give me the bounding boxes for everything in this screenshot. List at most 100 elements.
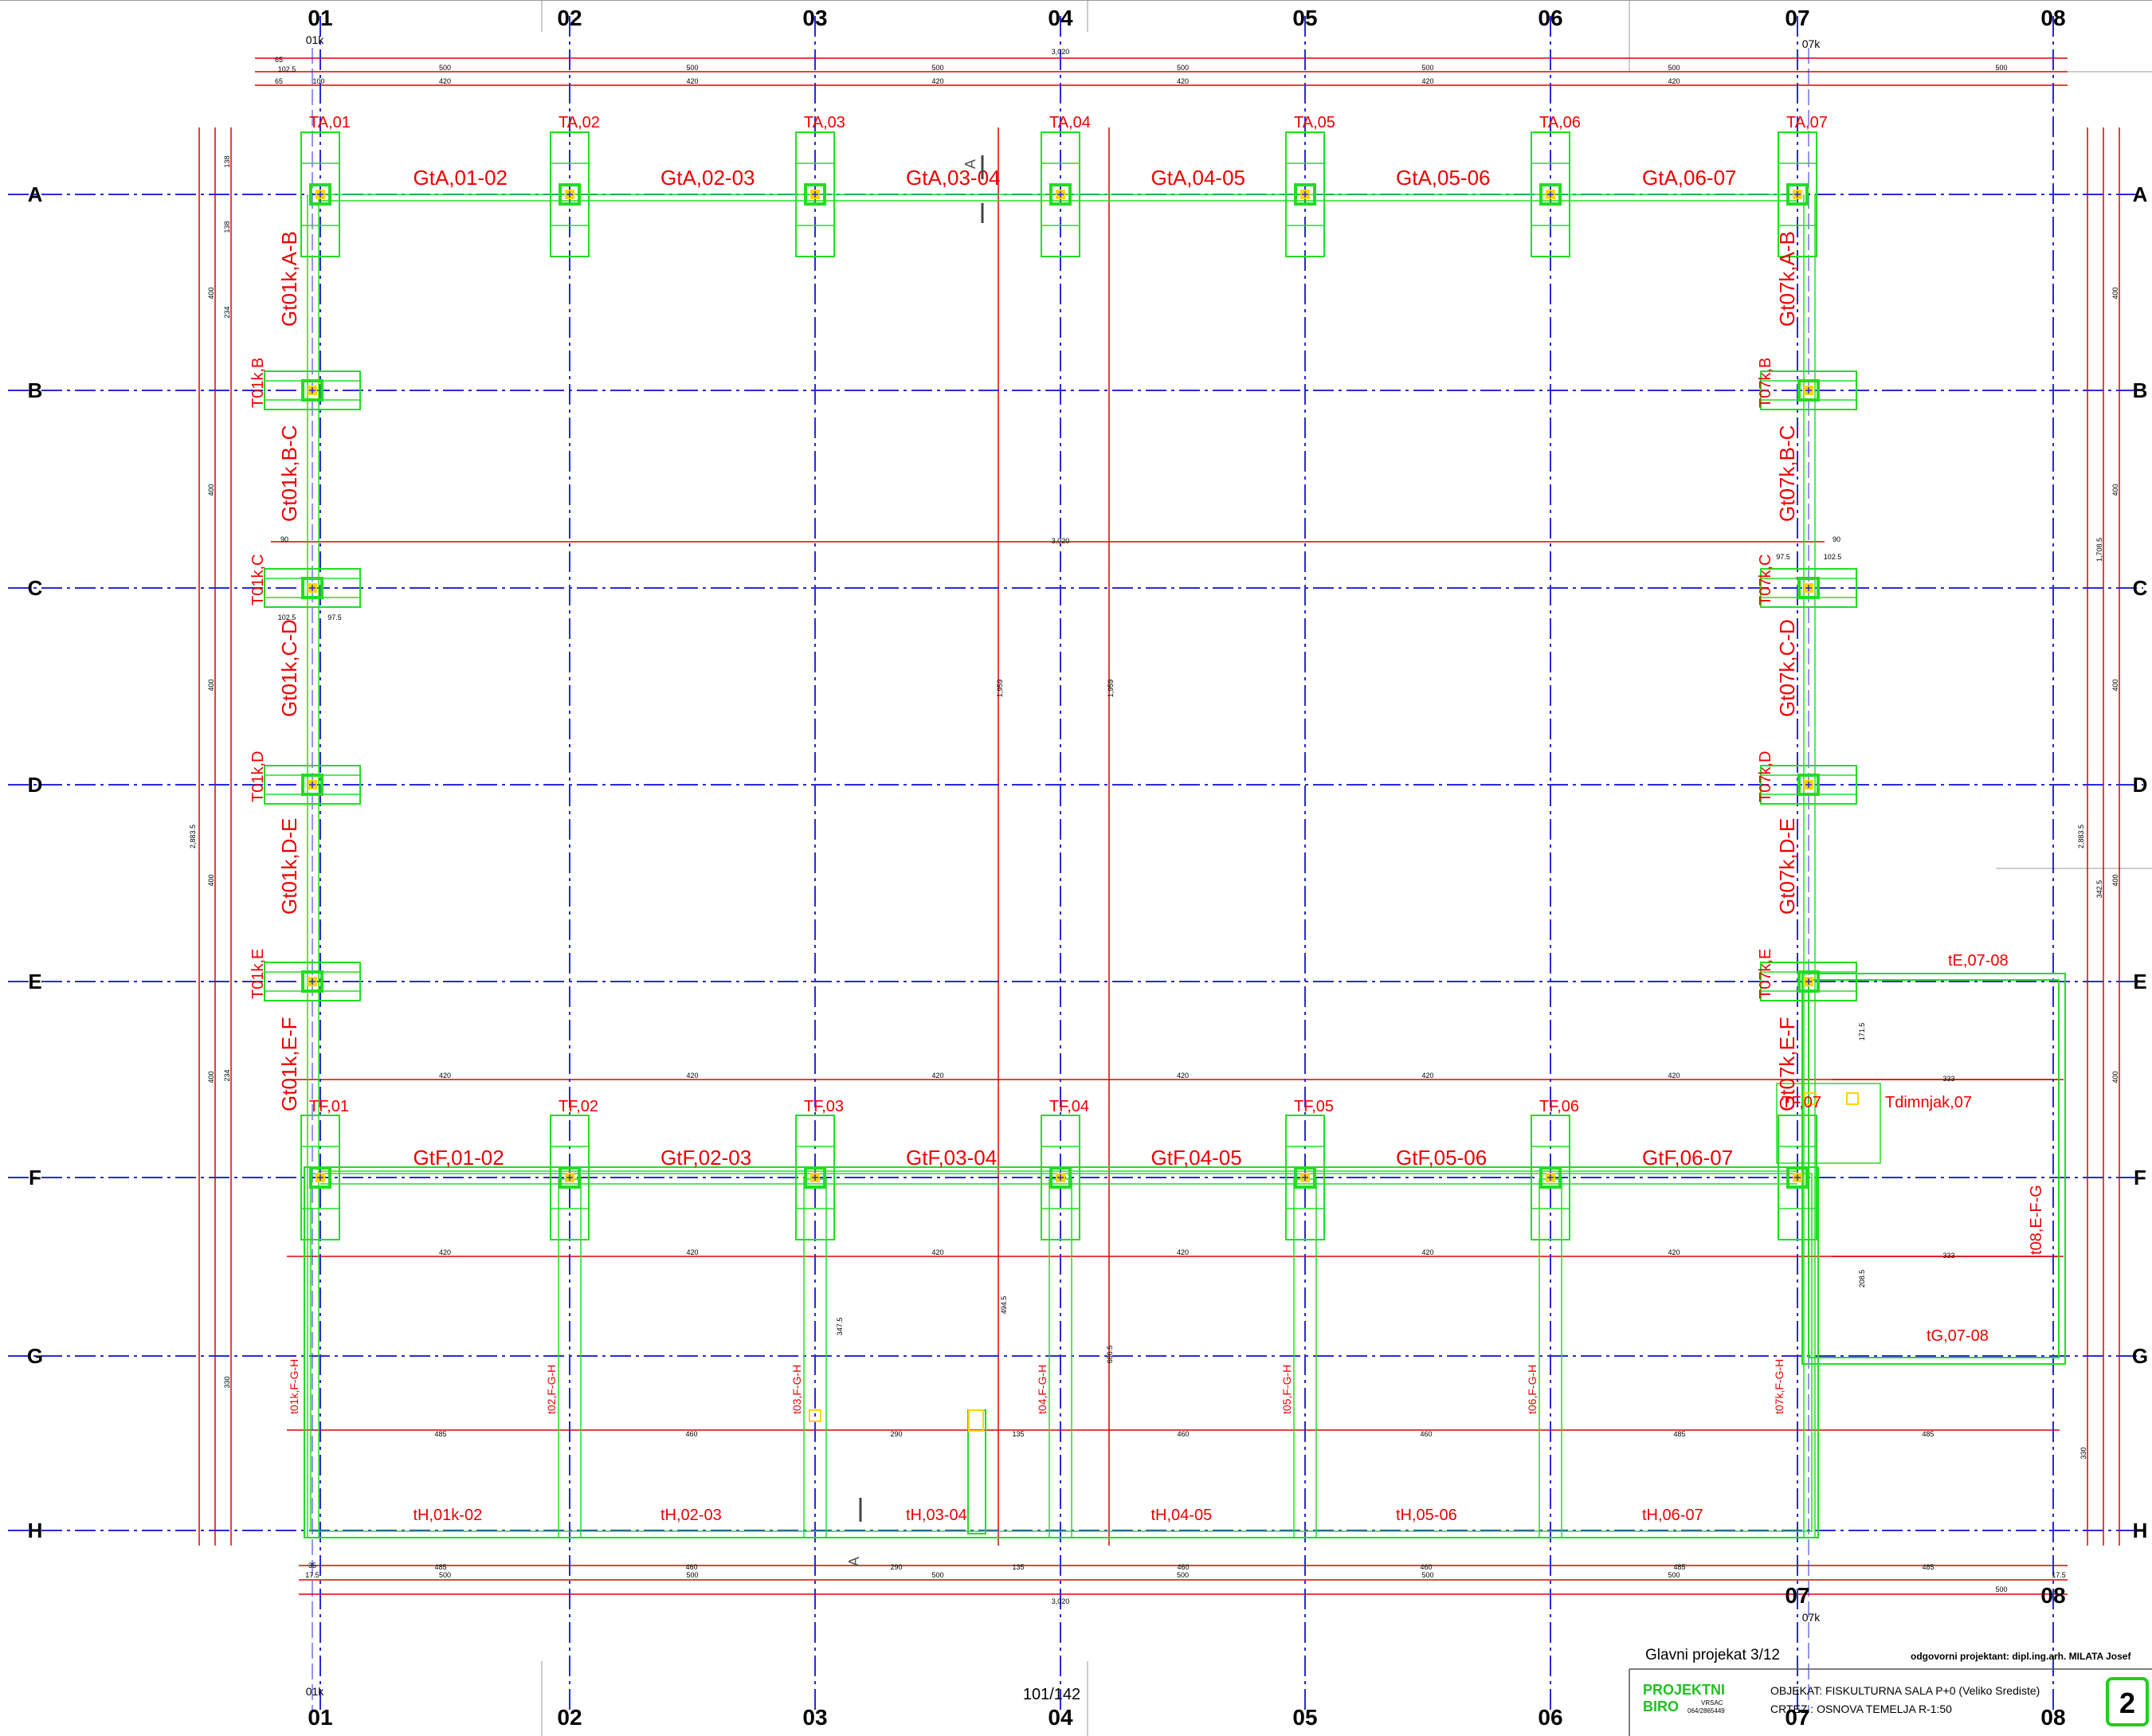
dim-e2085: 208.5	[1858, 1270, 1866, 1288]
dim-side-400-2: 400	[207, 679, 215, 691]
footing-07k-E-pedestal	[1797, 970, 1820, 993]
footing-F-02-pedestal	[559, 1166, 581, 1189]
col-label-top-06: 06	[1538, 6, 1562, 30]
dim-c-975: 97.5	[327, 613, 342, 621]
dim-side-234-2: 234	[223, 1069, 231, 1081]
dim-overall-width-c: 3,020	[1052, 537, 1070, 545]
footing-F-06-inner	[1531, 1146, 1570, 1209]
footing-A-02-inner	[550, 163, 590, 226]
structural-grid	[8, 16, 2143, 1713]
dim-b460-3: 460	[1420, 1430, 1432, 1438]
footing-01k-D-pedestal	[301, 774, 323, 796]
dim-bay-top-2: 500	[931, 64, 943, 72]
footing-07k-D-pedestal	[1797, 774, 1820, 796]
label-t07k-3: T07k,E	[1757, 949, 1774, 999]
footing-A-07-inner	[1778, 163, 1817, 226]
row-label-right-C: C	[2133, 576, 2148, 600]
dim-bay-inner-g-1: 420	[686, 1248, 698, 1256]
label-gt-07k-3: Gt07k,D-E	[1775, 818, 1799, 915]
label-th-4: tH,05-06	[1396, 1507, 1457, 1524]
label-tg-0708: tG,07-08	[1927, 1327, 1989, 1345]
dim-overall-height-left: 2,883.5	[189, 825, 197, 848]
row-label-right-F: F	[2134, 1166, 2146, 1189]
row-label-right-E: E	[2133, 970, 2146, 993]
col-01k-top: 01k	[306, 33, 325, 46]
label-gt-a-4: GtA,05-06	[1396, 166, 1491, 190]
col-label-top-01: 01	[308, 6, 332, 30]
dim-bay-inner-f-5: 420	[1668, 1072, 1680, 1080]
dim-bay-bottom-07-08: 500	[1995, 1585, 2007, 1593]
dim-edge-1025: 102.5	[278, 65, 296, 73]
footing-F-01-pedestal	[309, 1166, 331, 1189]
col-label-top-05: 05	[1292, 6, 1317, 30]
footing-A-04-inner	[1041, 163, 1080, 226]
label-tgh-3: t04,F-G-H	[1036, 1365, 1049, 1414]
footing-A-02-pedestal	[559, 183, 581, 206]
label-gt-01k-0: Gt01k,A-B	[277, 231, 301, 327]
dim-bay-top-4: 500	[1421, 64, 1433, 72]
sheet-number: 2	[2119, 1687, 2135, 1719]
label-tdimnjak: Tdimnjak,07	[1885, 1094, 1972, 1111]
footing-A-06-pedestal	[1539, 183, 1562, 206]
dim-bay-top-5: 500	[1668, 64, 1680, 72]
col-01k-bottom: 01k	[306, 1685, 325, 1698]
footing-A-03-pedestal	[804, 183, 826, 206]
label-th-1: tH,02-03	[660, 1507, 722, 1524]
sheet-number-box	[2106, 1677, 2149, 1726]
label-t01k-1: T01k,C	[249, 555, 267, 605]
label-gt-01k-1: Gt01k,B-C	[277, 425, 301, 522]
label-gt-a-3: GtA,04-05	[1151, 166, 1246, 190]
axis-labels: 01 01 02 02 03 03 04 04 05 05 06 06 07 07 08 08 07 08 01k 0…	[27, 6, 2148, 1730]
footing-A-06-inner	[1531, 163, 1570, 226]
dim-right-3425: 342.5	[2095, 880, 2103, 899]
label-tf-3: TF,04	[1049, 1098, 1089, 1115]
label-gt-01k-2: Gt01k,C-D	[277, 619, 301, 717]
col-label-bottom-01: 01	[308, 1705, 332, 1730]
strip-footing-e-block	[1801, 973, 2066, 1365]
row-label-right-D: D	[2133, 773, 2148, 797]
col-07k-top: 07k	[1802, 37, 1821, 50]
col-label-bottom-07: 07	[1785, 1705, 1809, 1730]
label-tgh-0: t01k,F-G-H	[288, 1359, 300, 1414]
label-gt-a-5: GtA,06-07	[1642, 166, 1737, 190]
dim-b485-b2: 485	[1673, 1563, 1685, 1571]
label-tgh-4: t05,F-G-H	[1280, 1365, 1293, 1414]
dim-g6865: 686.5	[1106, 1346, 1114, 1364]
dim-side-400-r-2: 400	[2111, 679, 2119, 691]
label-tgh-1: t02,F-G-H	[545, 1365, 558, 1414]
col-label-bottom-03: 03	[802, 1705, 827, 1730]
dim-b460-b3: 460	[1420, 1563, 1432, 1571]
dim-e1715: 171.5	[1858, 1023, 1866, 1041]
label-t01k-0: T01k,B	[249, 358, 267, 408]
project-line: Glavni projekat 3/12	[1645, 1647, 1780, 1664]
footing-A-05-inner	[1285, 163, 1325, 226]
label-gt-a-0: GtA,01-02	[414, 166, 508, 190]
section-a-bottom: A	[846, 1557, 862, 1566]
label-tgh-6: t07k,F-G-H	[1773, 1359, 1785, 1414]
label-t01k-2: T01k,D	[249, 751, 267, 802]
label-ta-0: TA,01	[309, 114, 351, 131]
label-ta-6: TA,07	[1786, 114, 1828, 131]
dim-bay-top-1: 500	[686, 64, 698, 72]
dim-bay-bottom-4: 500	[1421, 1571, 1433, 1579]
chimney-footing	[1776, 1083, 1881, 1164]
label-ta-3: TA,04	[1049, 114, 1091, 131]
dim-b485-2: 485	[1673, 1430, 1685, 1438]
footing-01k-E-pedestal	[301, 970, 323, 993]
row-label-right-B: B	[2133, 378, 2148, 402]
label-gt-a-1: GtA,02-03	[660, 166, 755, 190]
label-ta-2: TA,03	[804, 114, 845, 131]
dim-bay-inner-f-0: 420	[439, 1072, 451, 1080]
row-label-left-A: A	[28, 182, 43, 206]
footing-F-05-inner	[1285, 1146, 1325, 1209]
col-label-bottom-08: 08	[2040, 1705, 2065, 1730]
dim-e333-bot: 333	[1942, 1252, 1954, 1260]
label-ta-4: TA,05	[1294, 114, 1335, 131]
dim-bay-top-3: 500	[1177, 64, 1189, 72]
dim-side-400-3: 400	[207, 874, 215, 886]
dim-b35-l: 35	[308, 1562, 316, 1569]
dim-c-1025-r: 102.5	[1824, 553, 1842, 561]
col-label-bottom-05: 05	[1292, 1705, 1317, 1730]
dim-side-138-2: 138	[223, 221, 231, 233]
dimension-texts: 3,0203,0203,0205004205004204205004205004…	[189, 48, 2119, 1605]
